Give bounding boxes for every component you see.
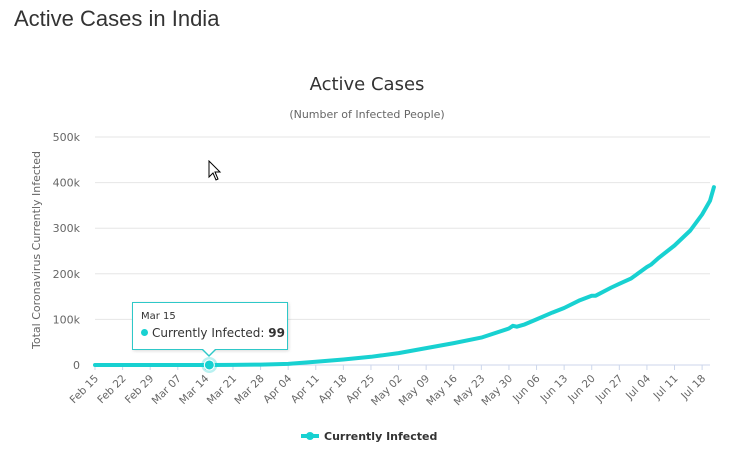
tooltip-row: Currently Infected: 99 <box>141 326 285 340</box>
highlight-marker[interactable] <box>201 356 218 373</box>
legend[interactable]: Currently Infected <box>301 430 437 443</box>
x-tick-label: Mar 14 <box>177 372 212 407</box>
page-title: Active Cases in India <box>14 6 220 31</box>
chart-title: Active Cases <box>310 74 425 95</box>
data-tooltip: Mar 15 Currently Infected: 99 <box>132 302 288 350</box>
chart-subtitle: (Number of Infected People) <box>289 108 444 121</box>
tooltip-value: 99 <box>268 326 285 340</box>
y-axis-title: Total Coronavirus Currently Infected <box>30 151 43 350</box>
x-tick-label: Mar 21 <box>205 373 239 407</box>
tooltip-series-dot-icon <box>141 329 148 336</box>
y-axis: 0 100k 200k 300k 400k 500k <box>53 131 81 372</box>
tooltip-series-name: Currently Infected <box>152 326 261 340</box>
x-tick-label: May 30 <box>479 373 515 409</box>
y-tick-label: 200k <box>53 268 81 281</box>
x-tick-label: Mar 28 <box>232 373 266 407</box>
series-line-currently-infected[interactable] <box>93 185 716 367</box>
x-tick-label: Jul 04 <box>623 372 653 402</box>
x-tick-label: Jun 13 <box>538 373 571 406</box>
y-tick-label: 500k <box>53 131 81 144</box>
legend-marker-icon <box>306 432 314 440</box>
y-tick-label: 100k <box>53 313 81 326</box>
mouse-cursor-icon <box>208 160 222 181</box>
highlight-point[interactable] <box>203 359 215 371</box>
y-tick-label: 300k <box>53 222 81 235</box>
grid-lines <box>95 136 710 320</box>
x-tick-label: Mar 07 <box>150 373 184 407</box>
x-tick-label: Feb 22 <box>95 373 128 406</box>
x-tick-label: Jun 27 <box>593 373 626 406</box>
x-tick-label: Apr 04 <box>261 372 294 405</box>
x-tick-label: Jul 11 <box>651 373 681 403</box>
y-tick-label: 0 <box>73 359 80 372</box>
x-tick-label: Apr 11 <box>289 373 322 406</box>
x-tick-label: Feb 15 <box>68 373 101 406</box>
y-tick-label: 400k <box>53 177 81 190</box>
x-tick-label: Jun 20 <box>565 373 598 406</box>
legend-label[interactable]: Currently Infected <box>324 430 437 443</box>
x-tick-label: Jul 18 <box>678 373 708 403</box>
tooltip-date: Mar 15 <box>141 311 176 322</box>
x-tick-label: Jun 06 <box>510 372 543 405</box>
x-tick-label: Apr 18 <box>316 373 349 406</box>
tooltip-arrow-inner <box>202 348 216 355</box>
